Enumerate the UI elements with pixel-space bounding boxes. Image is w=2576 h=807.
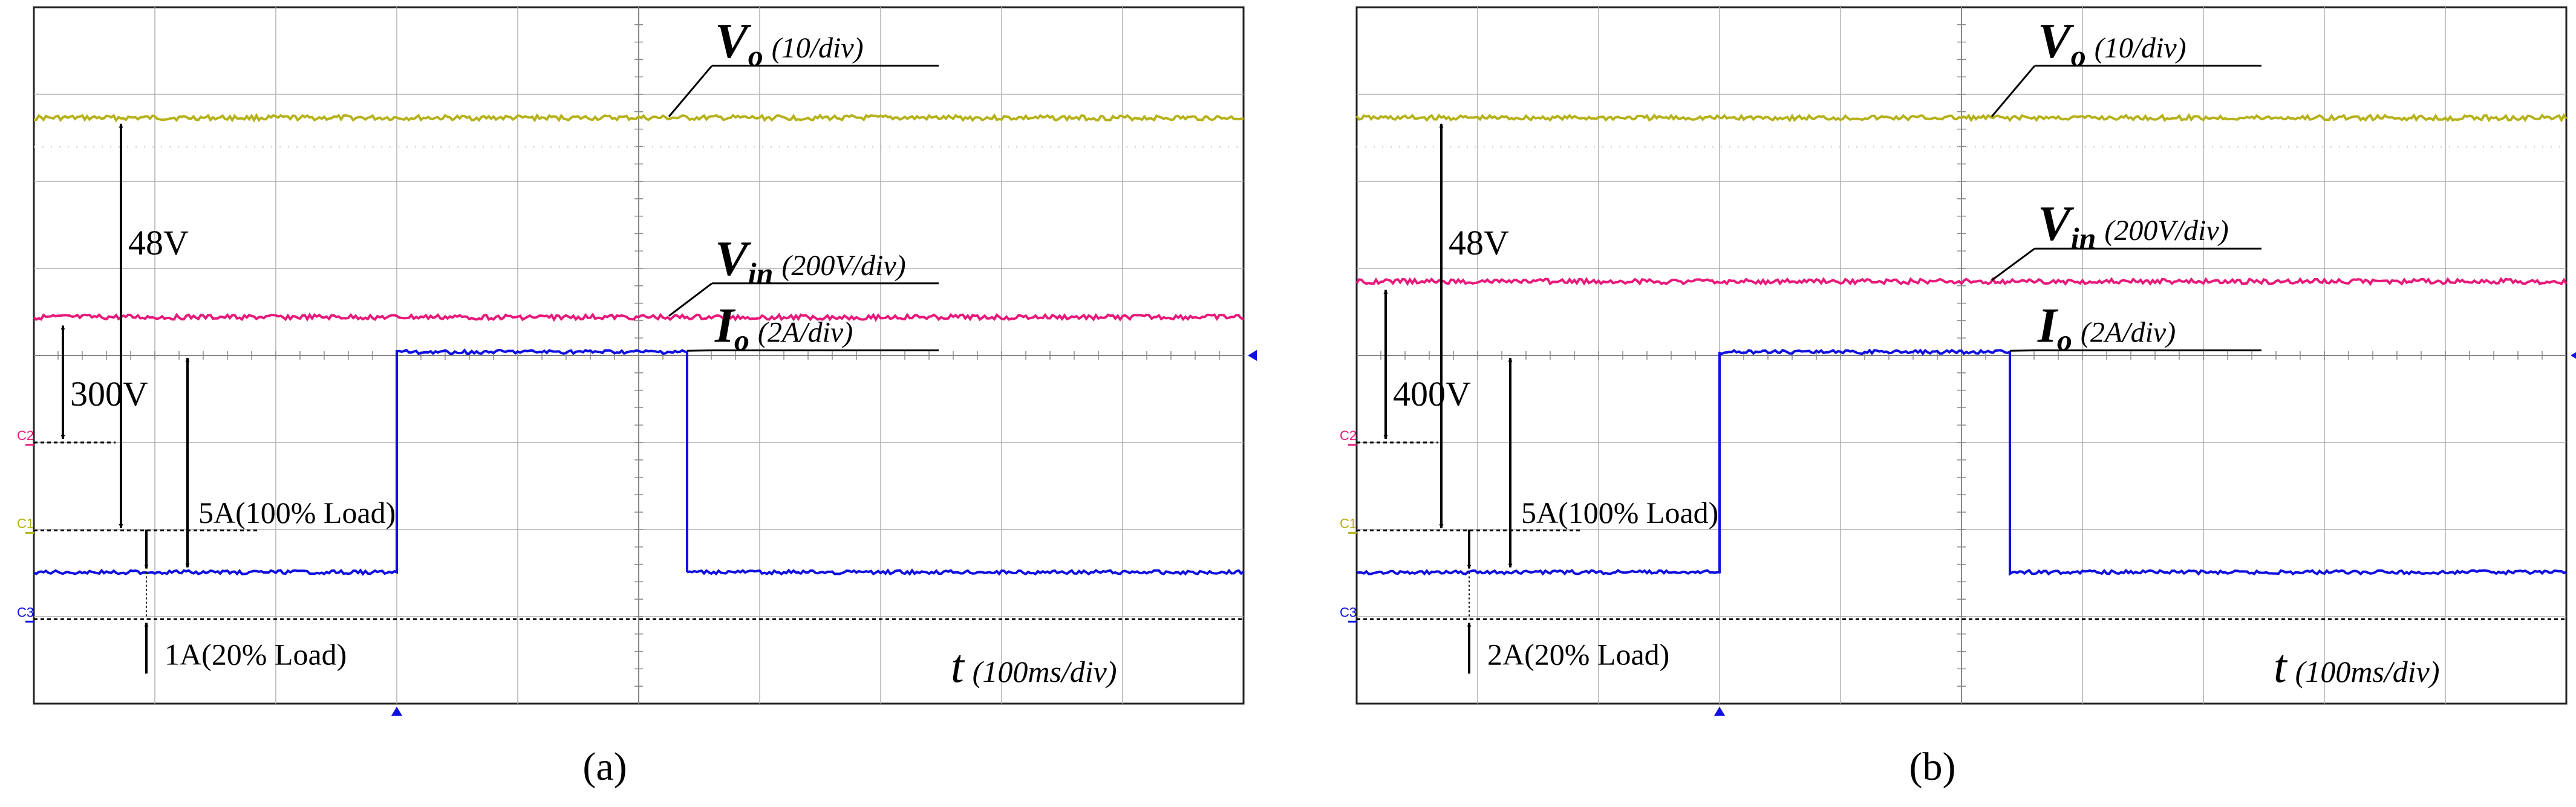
- panel-a: C2 C1 C3 48V 300V 5A(100% Load) 1A(20% Load) Vo…: [17, 6, 1257, 789]
- vin-value-label: 400V: [1393, 374, 1471, 413]
- time-scale-label: t (100ms/div): [2274, 640, 2440, 692]
- vo-trace: [1355, 112, 2568, 123]
- vin-trace-label-subscript: in: [2071, 221, 2096, 255]
- channel-marker: C1: [1340, 516, 1357, 531]
- io-trace-label-scale: (2A/div): [2081, 317, 2176, 349]
- time-symbol: t: [951, 640, 965, 692]
- io-trace: [33, 348, 1245, 576]
- io-trace-label-text: Io (2A/div): [714, 298, 853, 357]
- full-load-label: 5A(100% Load): [1521, 496, 1718, 530]
- channel-marker: C2: [17, 428, 34, 443]
- scope-grid: [34, 7, 1244, 704]
- channel-marker: C3: [1340, 604, 1357, 620]
- vo-trace-label-text: Vo (10/div): [715, 13, 864, 73]
- vin-trace-label-text: Vin (200V/div): [2038, 196, 2229, 255]
- vin-trace-label-scale: (200V/div): [2104, 215, 2228, 247]
- vo-trace-label-scale: (10/div): [772, 32, 864, 64]
- time-scale-label: t (100ms/div): [951, 640, 1117, 692]
- vo-trace-label-subscript: o: [748, 39, 763, 73]
- channel-marker: C1: [17, 516, 34, 531]
- vin-trace-label: Vin (200V/div): [668, 231, 939, 317]
- channel-marker: C3: [17, 604, 34, 620]
- trigger-level-marker: [2571, 352, 2576, 359]
- io-trace-label: Io (2A/div): [686, 298, 939, 357]
- vin-trace-label-text: Vin (200V/div): [715, 231, 906, 290]
- io-trace-label: Io (2A/div): [2009, 298, 2261, 357]
- vo-trace-label: Vo (10/div): [668, 13, 939, 117]
- vin-trace: [33, 313, 1244, 322]
- vo-trace-label-leader: [1991, 65, 2036, 117]
- vo-trace-label-subscript: o: [2071, 39, 2086, 73]
- vin-trace-label-scale: (200V/div): [781, 250, 905, 282]
- trigger-time-marker: [391, 707, 402, 716]
- light-load-label: 2A(20% Load): [1487, 637, 1669, 671]
- vo-trace-label-text: Vo (10/div): [2038, 13, 2186, 73]
- vin-trace-label-subscript: in: [748, 256, 774, 290]
- io-trace-label-scale: (2A/div): [758, 317, 853, 349]
- vo-trace-label-leader: [668, 65, 713, 117]
- io-trace: [1356, 348, 2567, 576]
- vin-trace-label-leader: [668, 282, 712, 317]
- panel-b: C2 C1 C3 48V 400V 5A(100% Load) 2A(20% Load) Vo…: [1340, 6, 2576, 789]
- vin-trace-label: Vin (200V/div): [1991, 196, 2261, 281]
- full-load-label: 5A(100% Load): [198, 496, 396, 530]
- io-trace-label-subscript: o: [734, 323, 749, 357]
- io-trace-label-symbol: I: [714, 298, 736, 353]
- panel-caption: (a): [582, 745, 627, 789]
- vin-value-label: 300V: [70, 374, 148, 413]
- trigger-time-marker: [1714, 707, 1725, 716]
- time-scale: (100ms/div): [973, 655, 1117, 689]
- io-trace-label-text: Io (2A/div): [2037, 298, 2176, 357]
- vo-value-label: 48V: [1449, 223, 1509, 262]
- time-symbol: t: [2274, 640, 2288, 692]
- vo-trace: [33, 112, 1244, 123]
- time-scale: (100ms/div): [2295, 655, 2440, 689]
- vin-trace-label-symbol: V: [2038, 196, 2075, 251]
- channel-marker: C2: [1340, 428, 1357, 443]
- light-load-label: 1A(20% Load): [165, 637, 347, 671]
- vo-trace-label-symbol: V: [715, 13, 752, 68]
- vo-value-label: 48V: [128, 223, 189, 262]
- io-trace-label-symbol: I: [2037, 298, 2059, 353]
- panel-caption: (b): [1909, 745, 1956, 789]
- vin-trace-label-symbol: V: [715, 231, 752, 286]
- vin-trace: [1355, 277, 2568, 287]
- trigger-level-marker: [1248, 350, 1257, 361]
- vo-trace-label-scale: (10/div): [2095, 32, 2186, 64]
- vo-trace-label: Vo (10/div): [1991, 13, 2261, 117]
- io-trace-label-subscript: o: [2057, 323, 2072, 357]
- vin-trace-label-leader: [1991, 247, 2035, 281]
- vo-trace-label-symbol: V: [2038, 13, 2075, 68]
